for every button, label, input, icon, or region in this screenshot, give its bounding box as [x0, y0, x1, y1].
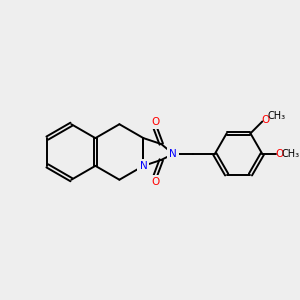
Text: CH₃: CH₃ [267, 110, 285, 121]
Text: O: O [151, 117, 159, 127]
Text: N: N [169, 149, 177, 159]
Text: O: O [151, 177, 159, 187]
Text: N: N [140, 161, 147, 171]
Text: O: O [275, 149, 283, 159]
Text: O: O [261, 116, 269, 125]
Text: CH₃: CH₃ [281, 149, 299, 159]
